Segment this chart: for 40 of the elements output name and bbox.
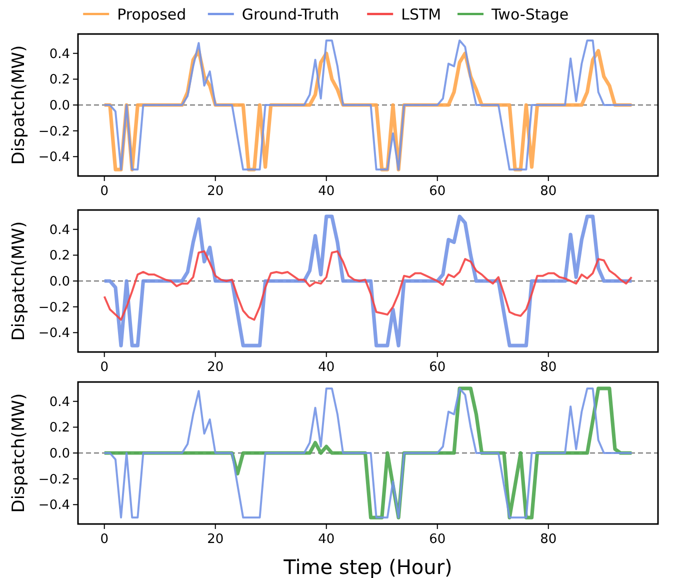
y-axis-title: Dispatch(MW) <box>9 45 29 165</box>
legend-label: Ground-Truth <box>242 5 340 24</box>
x-tick-label: 60 <box>429 532 446 547</box>
y-tick-label: 0.4 <box>49 394 70 410</box>
x-axis-title: Time step (Hour) <box>282 555 452 578</box>
line-series <box>103 250 633 321</box>
y-tick-label: −0.2 <box>38 124 70 140</box>
y-tick-label: −0.4 <box>38 498 70 514</box>
legend-label: Proposed <box>117 5 186 24</box>
y-tick-label: −0.2 <box>38 472 70 488</box>
y-axis-title: Dispatch(MW) <box>9 393 29 513</box>
y-tick-label: 0.4 <box>49 46 70 62</box>
x-tick-label: 80 <box>540 184 557 199</box>
x-tick-label: 40 <box>318 184 335 199</box>
x-tick-label: 0 <box>100 360 109 375</box>
legend-label: Two-Stage <box>490 5 569 24</box>
y-tick-label: 0.0 <box>49 98 70 114</box>
y-tick-label: 0.0 <box>49 446 70 462</box>
y-tick-label: −0.4 <box>38 326 70 342</box>
x-tick-label: 20 <box>207 360 224 375</box>
x-tick-label: 40 <box>318 532 335 547</box>
y-tick-label: 0.2 <box>49 420 70 436</box>
y-tick-label: 0.2 <box>49 72 70 88</box>
x-tick-label: 20 <box>207 532 224 547</box>
y-tick-label: 0.4 <box>49 222 70 238</box>
x-tick-label: 20 <box>207 184 224 199</box>
x-tick-label: 0 <box>100 532 109 547</box>
x-tick-label: 60 <box>429 360 446 375</box>
line-series <box>102 214 634 348</box>
y-axis-title: Dispatch(MW) <box>9 221 29 341</box>
x-tick-label: 40 <box>318 360 335 375</box>
x-tick-label: 60 <box>429 184 446 199</box>
y-tick-label: 0.2 <box>49 248 70 264</box>
x-tick-label: 80 <box>540 360 557 375</box>
legend-label: LSTM <box>401 5 442 24</box>
y-tick-label: 0.0 <box>49 274 70 290</box>
y-tick-label: −0.4 <box>38 150 70 166</box>
x-tick-label: 80 <box>540 532 557 547</box>
x-tick-label: 0 <box>100 184 109 199</box>
y-tick-label: −0.2 <box>38 300 70 316</box>
